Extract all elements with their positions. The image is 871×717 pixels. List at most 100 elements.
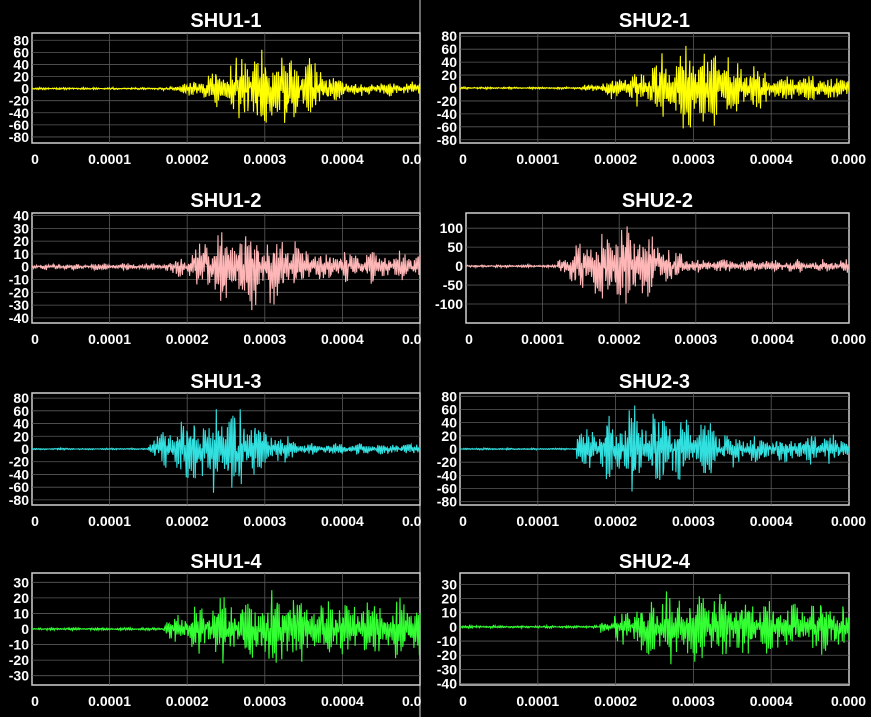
y-tick-label: -30 (9, 297, 29, 313)
chart-title: SHU1-4 (190, 551, 262, 573)
x-tick-label: 0.0001 (521, 331, 564, 347)
x-tick-label: 0.0002 (594, 513, 637, 529)
series-line (31, 49, 421, 123)
y-tick-label: 10 (13, 605, 29, 621)
series-line (459, 591, 850, 665)
y-tick-label: 0 (455, 258, 463, 274)
x-tick-label: 0.0003 (243, 151, 286, 167)
x-tick-label: 0.0002 (166, 693, 209, 709)
y-tick-label: 60 (441, 401, 457, 417)
x-tick-label: 0 (31, 693, 39, 709)
y-tick-label: -80 (9, 129, 29, 145)
y-tick-label: 20 (13, 69, 29, 85)
y-tick-label: -50 (443, 277, 463, 293)
y-tick-label: 50 (447, 239, 463, 255)
y-tick-label: -20 (437, 93, 457, 109)
y-tick-label: 40 (441, 54, 457, 70)
series-line (31, 232, 421, 311)
x-tick-label: 0 (465, 331, 473, 347)
chart-title: SHU2-3 (619, 371, 690, 393)
x-tick-label: 0.0 (402, 693, 422, 709)
x-tick-label: 0.0002 (594, 693, 637, 709)
x-tick-label: 0.0003 (672, 693, 715, 709)
y-tick-label: 60 (13, 403, 29, 419)
y-tick-label: 20 (13, 233, 29, 249)
y-tick-label: 40 (13, 56, 29, 72)
y-tick-label: 20 (441, 67, 457, 83)
series-line (459, 405, 850, 492)
y-tick-label: 80 (441, 388, 457, 404)
y-tick-label: 80 (441, 28, 457, 44)
y-tick-label: 0 (449, 80, 457, 96)
x-tick-label: 0.0004 (750, 151, 793, 167)
x-tick-label: 0.0001 (88, 513, 131, 529)
series-line (31, 409, 421, 493)
y-tick-label: 80 (13, 390, 29, 406)
x-tick-label: 0.0001 (88, 331, 131, 347)
y-tick-label: 0 (449, 619, 457, 635)
y-tick-label: -40 (437, 106, 457, 122)
y-tick-label: -60 (9, 117, 29, 133)
x-tick-label: 0.0 (402, 151, 422, 167)
chart-title: SHU1-3 (190, 371, 261, 393)
chart-title: SHU2-1 (619, 10, 690, 32)
x-tick-label: 0.0002 (594, 151, 637, 167)
y-tick-label: 20 (441, 591, 457, 607)
y-tick-label: -80 (9, 492, 29, 508)
y-tick-label: -60 (9, 479, 29, 495)
chart-title: SHU2-2 (622, 190, 693, 212)
y-tick-label: -10 (437, 633, 457, 649)
x-tick-label: 0.000 (831, 693, 866, 709)
x-tick-label: 0.0003 (674, 331, 717, 347)
x-tick-label: 0 (459, 513, 467, 529)
y-tick-label: 30 (441, 576, 457, 592)
y-tick-label: -30 (437, 661, 457, 677)
y-tick-label: -10 (9, 272, 29, 288)
x-tick-label: 0.0003 (672, 151, 715, 167)
x-tick-label: 0 (31, 151, 39, 167)
x-tick-label: 0.0003 (243, 693, 286, 709)
y-tick-label: 30 (13, 220, 29, 236)
x-tick-label: 0.0002 (166, 331, 209, 347)
y-tick-label: 40 (13, 208, 29, 224)
x-tick-label: 0.0004 (321, 151, 364, 167)
x-tick-label: 0.0 (402, 331, 422, 347)
y-tick-label: 20 (13, 590, 29, 606)
y-tick-label: -20 (9, 454, 29, 470)
plot-area (465, 212, 850, 324)
y-tick-label: -100 (435, 296, 463, 312)
y-tick-label: 80 (13, 32, 29, 48)
chart-panel-shu1-4: SHU1-4 0 0.0001 0.0002 0.0003 0.0004 0.0 302010… (9, 551, 422, 709)
y-tick-label: 0 (449, 441, 457, 457)
x-tick-label: 0 (31, 331, 39, 347)
y-tick-label: 10 (13, 246, 29, 262)
x-tick-label: 0.0004 (321, 693, 364, 709)
x-tick-label: 0.0003 (243, 513, 286, 529)
y-tick-label: -40 (9, 105, 29, 121)
y-tick-label: -80 (437, 494, 457, 510)
y-tick-label: 60 (441, 41, 457, 57)
x-tick-label: 0.0004 (321, 513, 364, 529)
y-tick-label: 20 (13, 428, 29, 444)
chart-panel-shu2-1: SHU2-1 0 0.0001 0.0002 0.0003 0.0004 0.000 8060… (437, 10, 866, 167)
x-tick-label: 0 (459, 151, 467, 167)
x-tick-label: 0.0001 (88, 693, 131, 709)
y-tick-label: -20 (9, 652, 29, 668)
y-tick-label: 0 (21, 621, 29, 637)
y-tick-label: 10 (441, 605, 457, 621)
x-tick-label: 0.0001 (516, 151, 559, 167)
x-tick-label: 0.0002 (166, 151, 209, 167)
chart-panel-shu2-4: SHU2-4 0 0.0001 0.0002 0.0003 0.0004 0.000 3020… (437, 551, 866, 709)
x-tick-label: 0.000 (831, 151, 866, 167)
x-tick-label: 0.0004 (321, 331, 364, 347)
y-tick-label: -20 (437, 454, 457, 470)
y-tick-label: -20 (9, 93, 29, 109)
chart-panel-shu1-3: SHU1-3 0 0.0001 0.0002 0.0003 0.0004 0.0 806040… (9, 371, 422, 529)
y-tick-label: -20 (9, 284, 29, 300)
y-tick-label: -30 (9, 668, 29, 684)
x-tick-label: 0 (31, 513, 39, 529)
chart-title: SHU1-2 (190, 190, 261, 212)
x-tick-label: 0.0003 (672, 513, 715, 529)
y-tick-label: 100 (440, 220, 464, 236)
